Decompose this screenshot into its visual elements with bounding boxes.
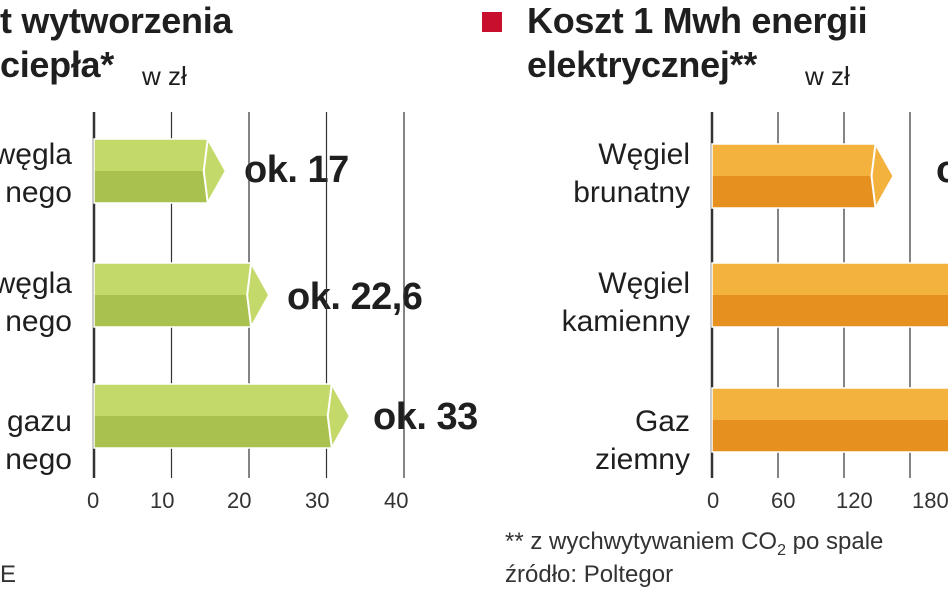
left-value-label-2: ok. 22,6 xyxy=(287,276,423,318)
left-chart-unit: w zł xyxy=(142,61,187,91)
left-tick-label-30: 30 xyxy=(305,488,330,513)
left-value-label-1: ok. 17 xyxy=(244,149,349,191)
left-tick-label-20: 20 xyxy=(227,488,252,513)
chart2-bar-3-bottom xyxy=(712,420,948,452)
left-tick-label-10: 10 xyxy=(150,488,175,513)
right-value-label-1: o xyxy=(936,149,948,191)
chart1-bar-1-top xyxy=(94,139,226,171)
left-source-fragment: E xyxy=(0,561,17,588)
right-chart-title-marker xyxy=(482,12,502,32)
right-category-label-3b: ziemny xyxy=(594,443,690,476)
right-category-label-1a: Węgiel xyxy=(598,138,690,171)
right-chart-title-line1: Koszt 1 Mwh energii xyxy=(527,0,868,41)
right-category-label-2a: Węgiel xyxy=(598,267,690,300)
left-category-label-1b: nego xyxy=(5,176,72,209)
right-footnote-suffix: po spale xyxy=(785,528,884,555)
chart2-bar-3-top xyxy=(712,388,948,420)
chart2-bar-1-outline xyxy=(711,143,895,209)
chart2-bar-3-outline xyxy=(711,387,948,453)
left-category-label-3a: gazu xyxy=(6,405,72,438)
left-value-label-3: ok. 33 xyxy=(373,396,478,438)
chart1-bar-1-bottom xyxy=(94,171,226,203)
right-tick-label-60: 60 xyxy=(771,488,796,513)
chart1-bar-1-outline xyxy=(93,138,227,204)
chart1-bar-3-top xyxy=(94,384,350,416)
right-category-label-1b: brunatny xyxy=(573,176,690,209)
left-category-label-2a: węgla xyxy=(0,267,72,300)
left-category-label-1a: węgla xyxy=(0,138,72,171)
right-tick-label-120: 120 xyxy=(836,488,873,513)
chart2-bar-1-bottom xyxy=(712,176,894,208)
right-chart-title-line2: elektrycznej** xyxy=(527,44,757,85)
left-category-label-3b: nego xyxy=(5,443,72,476)
chart1-bar-2-outline xyxy=(93,262,271,328)
right-footnote: ** z wychwytywaniem CO2 po spale xyxy=(505,528,883,560)
right-category-label-2b: kamienny xyxy=(561,305,690,338)
chart1-bar-3-cap xyxy=(326,383,351,449)
left-category-label-2b: nego xyxy=(5,305,72,338)
right-chart-unit: w zł xyxy=(805,61,850,91)
chart2-bar-2-top xyxy=(712,263,948,295)
chart1-bar-3-bottom xyxy=(94,416,350,448)
left-tick-label-40: 40 xyxy=(384,488,409,513)
right-tick-label-0: 0 xyxy=(707,488,720,513)
chart2-bar-2-outline xyxy=(711,262,948,328)
chart2-bar-2-bottom xyxy=(712,295,948,327)
chart1-bar-2-cap xyxy=(246,262,271,328)
chart2-bar-1-cap xyxy=(870,143,895,209)
left-chart-title-line2: ciepła* xyxy=(0,44,114,85)
chart1-bar-3-outline xyxy=(93,383,351,449)
right-source: źródło: Poltegor xyxy=(505,561,674,588)
chart1-bar-2-bottom xyxy=(94,295,270,327)
right-category-label-3a: Gaz xyxy=(634,405,690,438)
chart1-bar-2-top xyxy=(94,263,270,295)
left-tick-label-0: 0 xyxy=(87,488,100,513)
chart2-bar-1-top xyxy=(712,144,894,176)
right-footnote-prefix: ** z wychwytywaniem CO xyxy=(505,528,778,555)
right-footnote-subscript: 2 xyxy=(777,541,786,559)
left-chart-title-line1: t wytworzenia xyxy=(0,0,233,41)
chart1-bar-1-cap xyxy=(202,138,227,204)
right-tick-label-180: 180 xyxy=(912,488,948,513)
